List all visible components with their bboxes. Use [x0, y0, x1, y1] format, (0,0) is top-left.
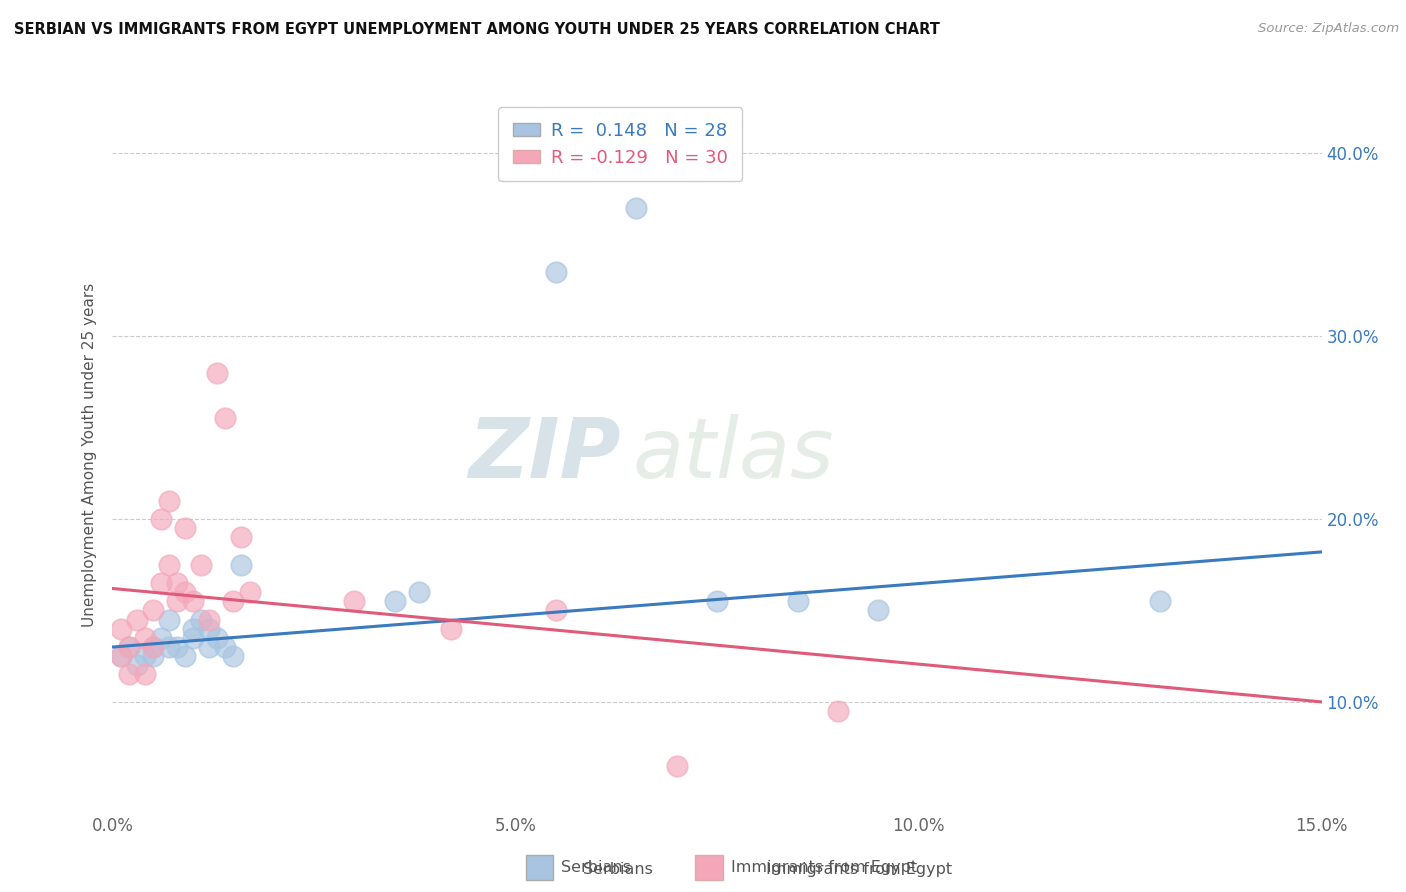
Point [231, 558, 253, 572]
Point [665, 759, 688, 773]
Bar [526, 855, 554, 880]
Point [174, 585, 197, 599]
Point [134, 631, 156, 645]
Point [231, 530, 253, 544]
Point [157, 493, 180, 508]
Point [174, 649, 197, 664]
Point [198, 622, 221, 636]
Point [190, 613, 212, 627]
Point [868, 603, 890, 617]
Point [181, 622, 204, 636]
Bar [695, 855, 723, 880]
Point [110, 649, 132, 664]
Point [117, 667, 139, 681]
Point [125, 658, 148, 673]
Point [214, 640, 236, 654]
Point [544, 265, 567, 279]
Point [198, 613, 221, 627]
Point [142, 640, 165, 654]
Point [207, 631, 229, 645]
Point [207, 366, 229, 380]
Point [181, 594, 204, 608]
Point [110, 649, 132, 664]
Point [142, 640, 165, 654]
Point [166, 594, 188, 608]
Point [214, 411, 236, 425]
Point [384, 594, 406, 608]
Point [157, 558, 180, 572]
Point [149, 631, 172, 645]
Point [110, 622, 132, 636]
Point [198, 640, 221, 654]
Point [827, 704, 849, 718]
Text: Source: ZipAtlas.com: Source: ZipAtlas.com [1258, 22, 1399, 36]
Point [134, 667, 156, 681]
Text: Immigrants from Egypt: Immigrants from Egypt [766, 863, 952, 877]
Text: Immigrants from Egypt: Immigrants from Egypt [731, 860, 917, 874]
Point [343, 594, 366, 608]
Point [626, 201, 648, 215]
Point [408, 585, 430, 599]
Point [1149, 594, 1171, 608]
Point [181, 631, 204, 645]
Point [440, 622, 463, 636]
Point [166, 576, 188, 591]
Point [238, 585, 260, 599]
Point [166, 640, 188, 654]
Point [786, 594, 808, 608]
Point [157, 613, 180, 627]
Text: SERBIAN VS IMMIGRANTS FROM EGYPT UNEMPLOYMENT AMONG YOUTH UNDER 25 YEARS CORRELA: SERBIAN VS IMMIGRANTS FROM EGYPT UNEMPLO… [14, 22, 941, 37]
Point [142, 649, 165, 664]
Point [222, 594, 245, 608]
Point [149, 576, 172, 591]
Point [222, 649, 245, 664]
Text: ZIP: ZIP [468, 415, 620, 495]
Point [117, 640, 139, 654]
Text: Serbians: Serbians [583, 863, 654, 877]
Point [706, 594, 728, 608]
Point [190, 558, 212, 572]
Point [157, 640, 180, 654]
Point [142, 603, 165, 617]
Legend: R =  0.148   N = 28, R = -0.129   N = 30: R = 0.148 N = 28, R = -0.129 N = 30 [499, 107, 742, 181]
Text: atlas: atlas [633, 415, 834, 495]
Text: Serbians: Serbians [561, 860, 631, 874]
Point [544, 603, 567, 617]
Point [149, 512, 172, 526]
Point [174, 521, 197, 535]
Point [125, 613, 148, 627]
Point [117, 640, 139, 654]
Point [134, 649, 156, 664]
Y-axis label: Unemployment Among Youth under 25 years: Unemployment Among Youth under 25 years [82, 283, 97, 627]
